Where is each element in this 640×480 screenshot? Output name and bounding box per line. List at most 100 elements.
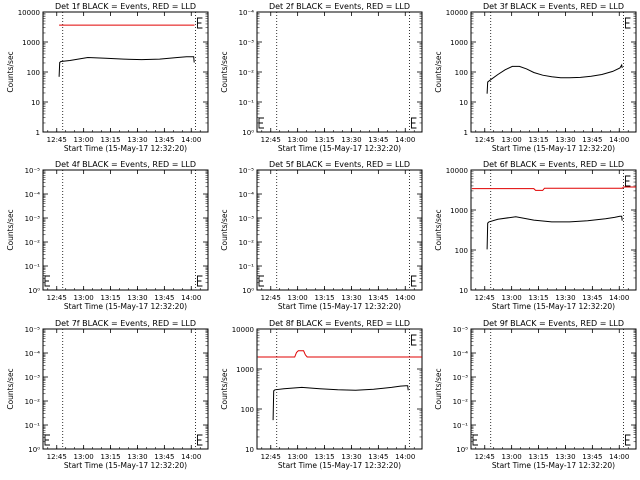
x-tick-label: 13:45 xyxy=(582,453,602,461)
range-marker-glyph-left xyxy=(44,275,50,287)
y-tick-label: 10⁻⁴ xyxy=(239,191,255,199)
x-tick-label: 14:00 xyxy=(395,136,415,144)
range-marker-glyph xyxy=(410,117,417,129)
y-tick-label: 1000 xyxy=(450,39,468,47)
x-tick-label: 13:00 xyxy=(502,294,522,302)
y-tick-label: 10⁻¹ xyxy=(453,422,469,430)
x-tick-label: 13:30 xyxy=(555,453,575,461)
chart-title: Det 6f BLACK = Events, RED = LLD xyxy=(483,160,624,169)
y-tick-label: 10⁻⁴ xyxy=(25,191,41,199)
y-tick-label: 10⁻² xyxy=(25,239,41,247)
x-tick-label: 12:45 xyxy=(261,136,281,144)
y-tick-label: 10⁻⁵ xyxy=(25,326,41,334)
chart-panel-9: Det 9f BLACK = Events, RED = LLD 12:45 13:… xyxy=(434,319,637,470)
y-tick-label: 10⁰ xyxy=(242,129,254,137)
y-tick-label: 10⁻¹ xyxy=(239,263,255,271)
x-tick-label: 12:45 xyxy=(475,136,495,144)
x-tick-label: 13:15 xyxy=(314,453,334,461)
y-axis-label: Counts/sec xyxy=(434,368,443,409)
series-line xyxy=(471,186,636,191)
x-tick-label: 13:15 xyxy=(314,294,334,302)
x-tick-label: 14:00 xyxy=(609,294,629,302)
x-tick-label: 13:30 xyxy=(555,294,575,302)
x-tick-label: 13:00 xyxy=(502,136,522,144)
x-tick-label: 12:45 xyxy=(261,294,281,302)
plot-frame xyxy=(470,328,637,450)
x-axis-label: Start Time (15-May-17 12:32:20) xyxy=(64,461,187,470)
series-line xyxy=(486,215,623,250)
y-tick-label: 10⁻³ xyxy=(453,374,469,382)
x-tick-label: 12:45 xyxy=(47,453,67,461)
x-tick-label: 14:00 xyxy=(609,136,629,144)
y-axis-label: Counts/sec xyxy=(220,209,229,250)
y-tick-label: 100 xyxy=(27,69,40,77)
y-tick-label: 10⁻⁵ xyxy=(239,167,255,175)
chart-title: Det 3f BLACK = Events, RED = LLD xyxy=(483,2,624,11)
y-tick-label: 10⁰ xyxy=(242,287,254,295)
y-tick-label: 10⁻³ xyxy=(25,374,41,382)
chart-title: Det 2f BLACK = Events, RED = LLD xyxy=(269,2,410,11)
x-tick-label: 13:45 xyxy=(154,294,174,302)
chart-panel-8: Det 8f BLACK = Events, RED = LLD 12:45 13:… xyxy=(220,319,423,470)
range-marker-glyph xyxy=(196,17,203,29)
y-tick-label: 10⁻⁵ xyxy=(25,167,41,175)
x-tick-label: 14:00 xyxy=(181,136,201,144)
x-axis-label: Start Time (15-May-17 12:32:20) xyxy=(492,144,615,153)
y-tick-label: 10000 xyxy=(18,9,40,17)
x-tick-label: 13:45 xyxy=(368,453,388,461)
chart-panel-7: Det 7f BLACK = Events, RED = LLD 12:45 13:… xyxy=(6,319,209,470)
x-axis-label: Start Time (15-May-17 12:32:20) xyxy=(64,144,187,153)
chart-panel-5: Det 5f BLACK = Events, RED = LLD 12:45 13:… xyxy=(220,160,423,311)
series-line xyxy=(486,63,623,94)
y-tick-label: 10⁻¹ xyxy=(25,422,41,430)
y-axis-label: Counts/sec xyxy=(434,209,443,250)
y-tick-label: 10⁰ xyxy=(456,446,468,454)
y-tick-label: 1000 xyxy=(22,39,40,47)
x-tick-label: 13:00 xyxy=(288,136,308,144)
x-axis-label: Start Time (15-May-17 12:32:20) xyxy=(278,302,401,311)
y-tick-label: 10⁻² xyxy=(25,398,41,406)
y-tick-label: 10⁻³ xyxy=(239,39,255,47)
x-tick-label: 13:45 xyxy=(582,294,602,302)
x-axis-label: Start Time (15-May-17 12:32:20) xyxy=(278,461,401,470)
x-tick-label: 13:00 xyxy=(288,294,308,302)
x-tick-label: 13:30 xyxy=(341,453,361,461)
y-tick-label: 10⁻⁵ xyxy=(453,326,469,334)
chart-panel-2: Det 2f BLACK = Events, RED = LLD 12:45 13:… xyxy=(220,2,423,153)
x-tick-label: 13:45 xyxy=(154,136,174,144)
y-tick-label: 10000 xyxy=(446,9,468,17)
x-tick-label: 12:45 xyxy=(47,294,67,302)
x-tick-label: 13:45 xyxy=(154,453,174,461)
y-tick-label: 100 xyxy=(455,247,468,255)
chart-title: Det 4f BLACK = Events, RED = LLD xyxy=(55,160,196,169)
range-marker-glyph xyxy=(624,434,631,446)
y-tick-label: 10 xyxy=(245,446,254,454)
range-marker-glyph xyxy=(410,334,417,346)
y-tick-label: 10⁻² xyxy=(239,239,255,247)
y-tick-label: 10⁻¹ xyxy=(239,99,255,107)
x-tick-label: 13:30 xyxy=(341,136,361,144)
x-tick-label: 13:15 xyxy=(528,294,548,302)
x-tick-label: 13:15 xyxy=(100,453,120,461)
y-tick-label: 10⁻² xyxy=(453,398,469,406)
plot-frame xyxy=(470,169,637,291)
y-axis-label: Counts/sec xyxy=(6,368,15,409)
y-tick-label: 1000 xyxy=(236,366,254,374)
x-tick-label: 13:00 xyxy=(74,136,94,144)
range-marker-glyph-left xyxy=(258,275,264,287)
y-tick-label: 10000 xyxy=(232,326,254,334)
range-marker-glyph xyxy=(410,275,417,287)
x-tick-label: 13:00 xyxy=(74,294,94,302)
y-tick-label: 1 xyxy=(36,129,40,137)
range-marker-glyph-left xyxy=(472,434,478,446)
series-line xyxy=(272,385,409,421)
x-tick-label: 12:45 xyxy=(261,453,281,461)
x-tick-label: 14:00 xyxy=(395,294,415,302)
x-axis-label: Start Time (15-May-17 12:32:20) xyxy=(492,302,615,311)
x-tick-label: 13:15 xyxy=(314,136,334,144)
x-tick-label: 13:30 xyxy=(341,294,361,302)
x-axis-label: Start Time (15-May-17 12:32:20) xyxy=(278,144,401,153)
y-axis-label: Counts/sec xyxy=(220,368,229,409)
chart-panel-4: Det 4f BLACK = Events, RED = LLD 12:45 13:… xyxy=(6,160,209,311)
